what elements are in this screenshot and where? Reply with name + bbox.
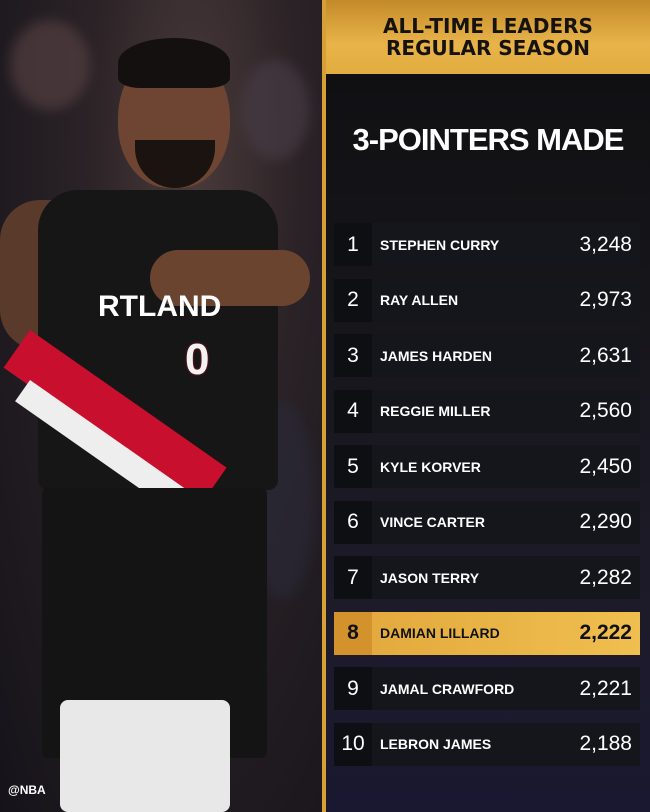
leader-row: 7 JASON TERRY 2,282 [334,556,640,599]
player-name: KYLE KORVER [380,458,481,475]
player-name: JASON TERRY [380,569,480,586]
player-name: RAY ALLEN [380,292,459,308]
rank: 4 [334,389,372,433]
leader-row: 2 RAY ALLEN 2,973 [334,278,640,322]
rank: 9 [334,667,372,710]
leader-row: 4 REGGIE MILLER 2,560 [334,389,640,433]
rank: 10 [334,722,372,766]
three-pointers-value: 2,282 [579,565,632,589]
three-pointers-value: 2,290 [579,510,632,533]
header-line-2: REGULAR SEASON [386,36,590,60]
rank: 1 [334,223,372,266]
jersey-number: 0 [185,335,210,384]
leader-row: 5 KYLE KORVER 2,450 [334,445,640,488]
three-pointers-value: 2,188 [579,732,632,755]
leader-row: 6 VINCE CARTER 2,290 [334,500,640,544]
leader-row: 3 JAMES HARDEN 2,631 [334,334,640,377]
crowd-blur [10,20,90,110]
rank: 7 [334,556,372,599]
jersey-text: RTLAND [98,290,222,323]
crowd-blur [240,60,310,160]
player-name: JAMAL CRAWFORD [380,680,515,697]
player-photo: RTLAND 0 @NBA [0,0,322,812]
stat-title: 3-POINTERS MADE [352,122,625,157]
three-pointers-value: 2,631 [579,343,632,367]
rank: 6 [334,500,372,544]
rank: 5 [334,445,372,488]
rank: 3 [334,334,372,377]
legs [60,700,230,812]
rank: 8 [334,611,372,655]
three-pointers-value: 2,221 [579,676,632,700]
header-banner: ALL-TIME LEADERS REGULAR SEASON [326,0,650,74]
three-pointers-value: 2,450 [579,454,632,478]
three-pointers-value: 2,973 [579,288,632,311]
leaders-panel: ALL-TIME LEADERS REGULAR SEASON 3-POINTE… [326,0,650,812]
three-pointers-value: 2,560 [579,399,632,422]
player-name: JAMES HARDEN [380,347,493,364]
leader-row: 1 STEPHEN CURRY 3,248 [334,223,640,266]
leader-row: 9 JAMAL CRAWFORD 2,221 [334,667,640,710]
leader-row: 8 DAMIAN LILLARD 2,222 [334,611,640,655]
player-name: LEBRON JAMES [380,736,492,752]
hair [118,38,230,88]
player-name: REGGIE MILLER [380,403,491,419]
three-pointers-value: 2,222 [579,621,632,644]
arm [150,250,310,306]
player-name: VINCE CARTER [380,514,486,530]
rank: 2 [334,278,372,322]
player-name: STEPHEN CURRY [380,236,500,253]
header-line-1: ALL-TIME LEADERS [383,14,593,38]
player-name: DAMIAN LILLARD [380,625,500,641]
three-pointers-value: 3,248 [579,232,632,256]
leader-row: 10 LEBRON JAMES 2,188 [334,722,640,766]
gold-divider [322,0,326,812]
nba-watermark: @NBA [8,783,46,797]
